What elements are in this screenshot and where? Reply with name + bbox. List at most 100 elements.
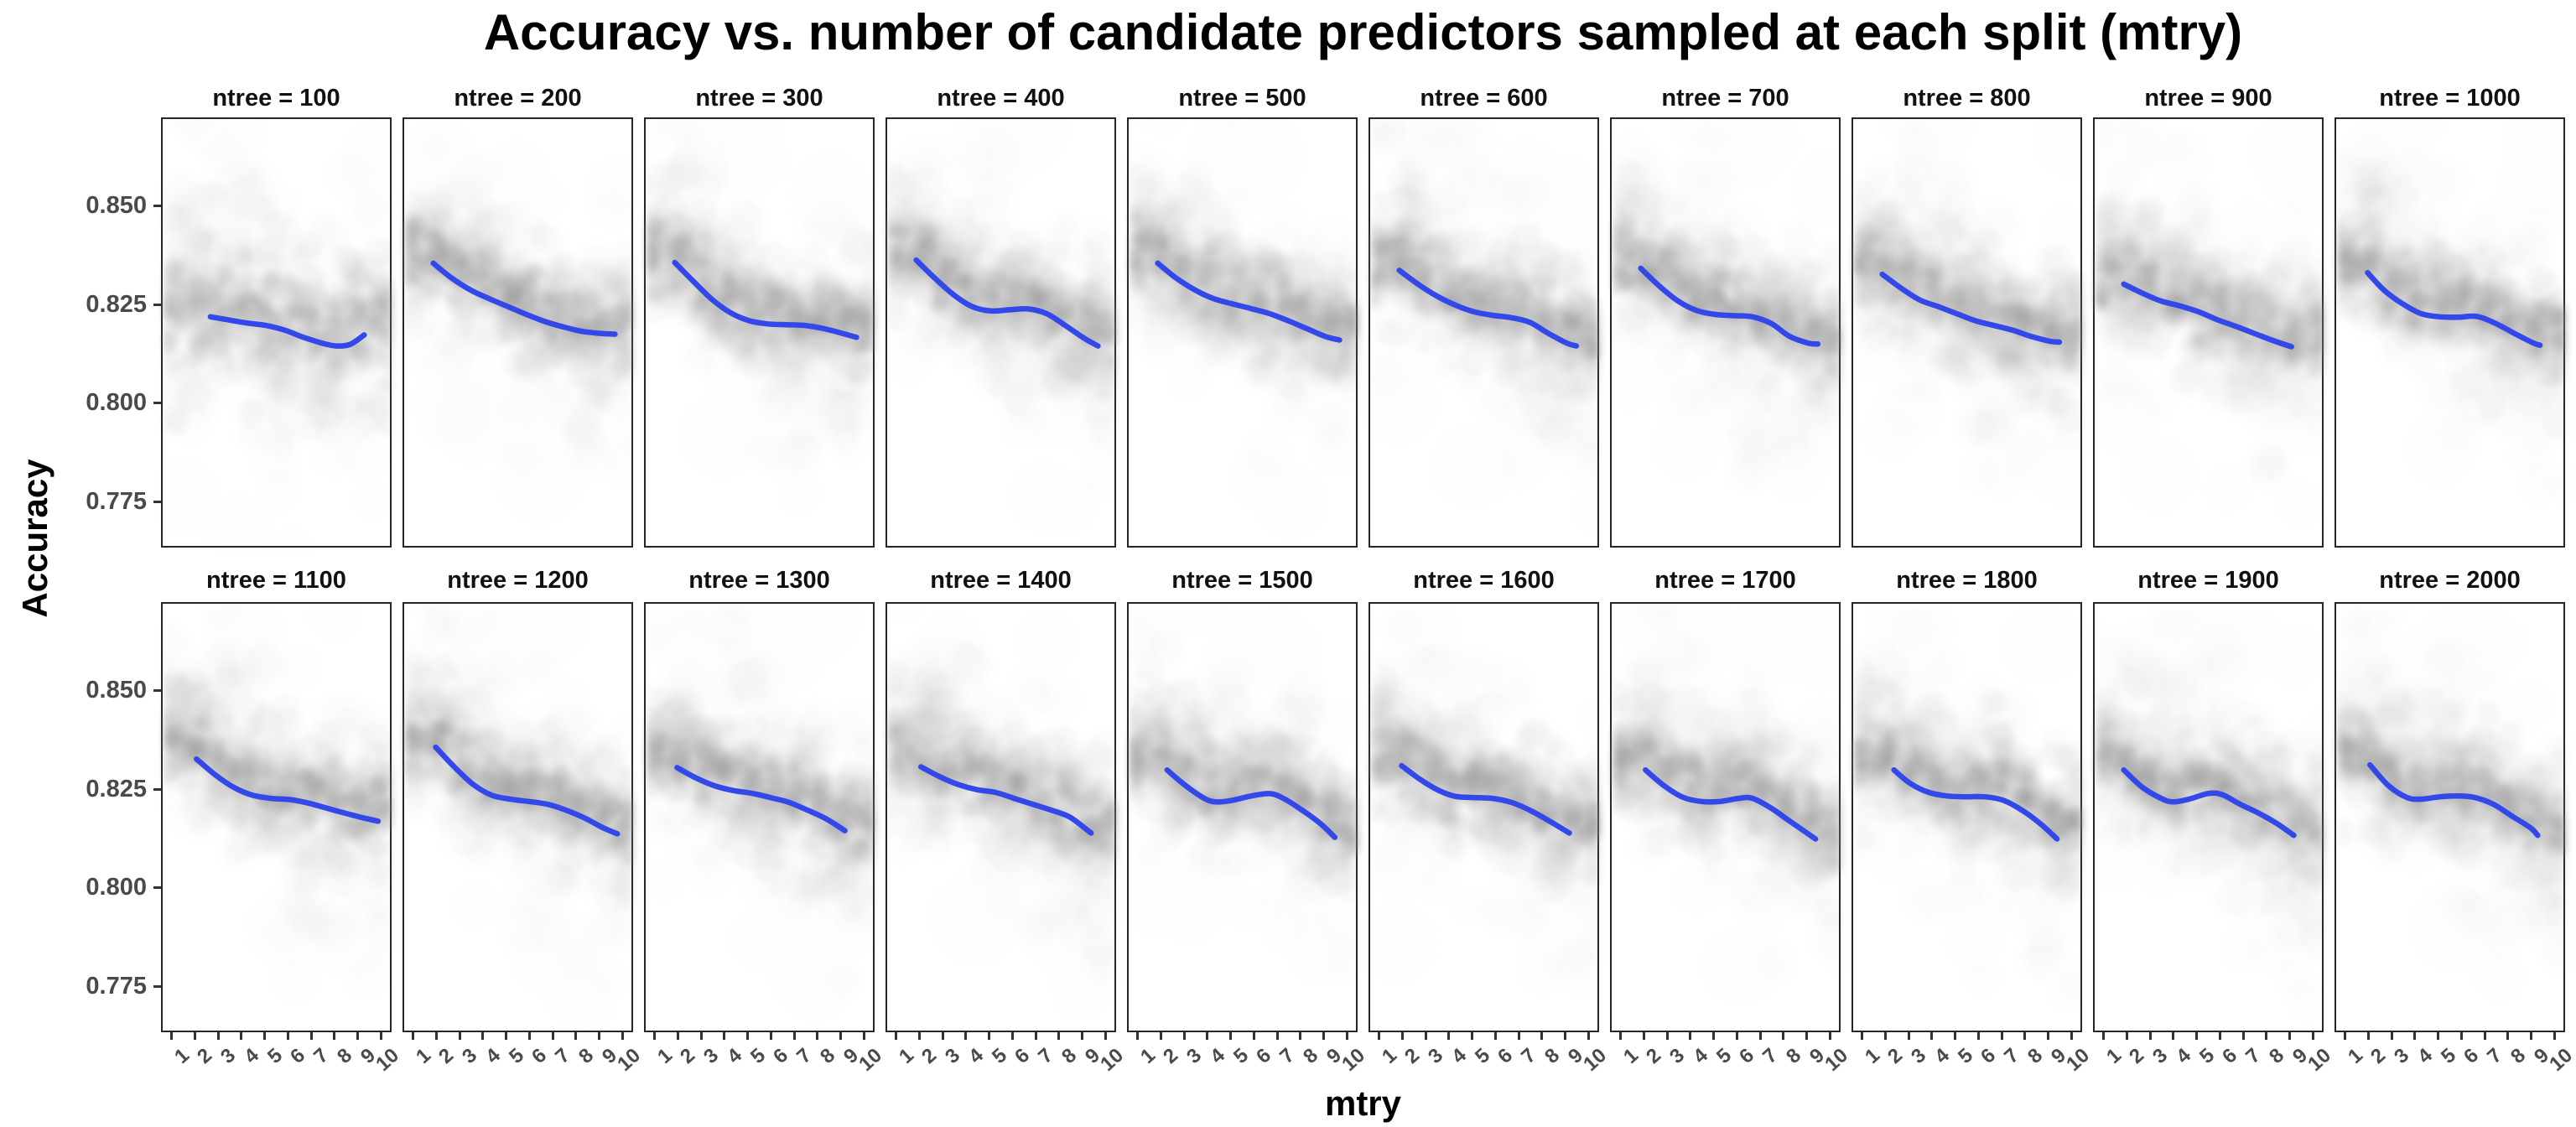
y-tick-label: 0.775 (86, 972, 147, 1000)
x-axis-tick (1493, 1032, 1497, 1040)
x-axis-tick (1619, 1032, 1622, 1040)
x-tick-label: 10 (2061, 1044, 2094, 1076)
y-axis-tick (153, 984, 161, 988)
y-axis-tick (153, 787, 161, 791)
x-tick-label: 5 (1953, 1044, 1977, 1069)
facet-panel (1852, 602, 2084, 1034)
facet-strip-label: ntree = 200 (454, 85, 582, 112)
x-axis-tick (2312, 1032, 2314, 1040)
facet-strip-label: ntree = 1300 (688, 567, 830, 594)
x-axis-tick (2437, 1032, 2440, 1040)
x-tick-label: 10 (1578, 1044, 1611, 1076)
x-axis-tick (2553, 1032, 2556, 1040)
smooth-line (918, 764, 1094, 836)
x-tick-label: 6 (1493, 1044, 1518, 1069)
x-axis-tick (2241, 1032, 2245, 1040)
x-tick-label: 10 (612, 1044, 645, 1076)
x-axis-tick (1976, 1032, 1980, 1040)
x-tick-label: 3 (1907, 1044, 1931, 1069)
point-cloud-canvas (2336, 604, 2567, 1034)
x-axis-tick (621, 1032, 624, 1040)
smooth-line (1891, 766, 2060, 842)
smooth-line (433, 744, 621, 837)
x-tick-label: 8 (574, 1044, 599, 1069)
x-axis-tick (1424, 1032, 1427, 1040)
x-tick-label: 2 (193, 1044, 217, 1069)
facet-panel (2334, 117, 2567, 549)
x-axis-tick (216, 1032, 220, 1040)
point-cloud-canvas (1370, 604, 1601, 1034)
x-axis-tick (1829, 1032, 1831, 1040)
x-axis-tick (1471, 1032, 1474, 1040)
y-axis-tick (153, 886, 161, 890)
x-axis-tick (792, 1032, 796, 1040)
x-axis-tick (1861, 1032, 1863, 1040)
x-tick-label: 8 (2023, 1044, 2048, 1069)
x-axis-tick (2172, 1032, 2175, 1040)
x-axis-tick (1805, 1032, 1809, 1040)
x-axis-tick (839, 1032, 843, 1040)
x-tick-label: 2 (917, 1044, 942, 1069)
x-axis-tick (1299, 1032, 1302, 1040)
x-axis-tick (2070, 1032, 2073, 1040)
y-axis-tick (153, 689, 161, 693)
facet-panel (2334, 602, 2567, 1034)
x-tick-label: 6 (1010, 1044, 1035, 1069)
x-axis-tick (964, 1032, 968, 1040)
x-axis-tick (574, 1032, 578, 1040)
x-tick-label: 1 (1860, 1044, 1884, 1069)
x-tick-label: 7 (2000, 1044, 2024, 1069)
x-tick-label: 10 (1095, 1044, 1128, 1076)
x-tick-label: 7 (1034, 1044, 1058, 1069)
x-tick-label: 5 (1711, 1044, 1736, 1069)
facet-strip-label: ntree = 1800 (1896, 567, 2038, 594)
facet-panel (1127, 602, 1359, 1034)
x-tick-label: 7 (1517, 1044, 1541, 1069)
x-tick-label: 6 (2218, 1044, 2242, 1069)
x-axis-tick (2000, 1032, 2003, 1040)
x-tick-label: 5 (2436, 1044, 2460, 1069)
x-axis-tick (2413, 1032, 2417, 1040)
x-tick-label: 6 (1976, 1044, 2001, 1069)
x-axis-tick (309, 1032, 313, 1040)
smooth-line (2367, 761, 2541, 839)
facet-strip-label: ntree = 1900 (2137, 567, 2279, 594)
x-axis-tick (1400, 1032, 1404, 1040)
x-axis-tick (1758, 1032, 1762, 1040)
x-axis-tick (723, 1032, 726, 1040)
facet-strip-label: ntree = 1200 (447, 567, 589, 594)
x-axis-tick (1346, 1032, 1348, 1040)
x-axis-tick (2459, 1032, 2463, 1040)
x-axis-tick (2506, 1032, 2510, 1040)
x-axis-tick (895, 1032, 897, 1040)
x-axis-tick (1322, 1032, 1326, 1040)
x-tick-label: 5 (745, 1044, 770, 1069)
facet-panel (402, 117, 635, 549)
x-axis-tick (434, 1032, 438, 1040)
y-tick-label: 0.825 (86, 290, 147, 318)
facet-strip-label: ntree = 600 (1420, 85, 1548, 112)
point-cloud-canvas (1129, 604, 1359, 1034)
x-axis-tick (676, 1032, 679, 1040)
smooth-line (1155, 260, 1343, 343)
facet-strip-label: ntree = 1400 (930, 567, 1072, 594)
facet-panel (161, 117, 393, 549)
x-tick-label: 10 (2303, 1044, 2335, 1076)
plot-title: Accuracy vs. number of candidate predict… (483, 4, 2243, 60)
x-tick-label: 6 (1252, 1044, 1276, 1069)
x-axis-tick (263, 1032, 267, 1040)
smooth-line (1396, 267, 1580, 349)
point-cloud-canvas (1370, 119, 1601, 549)
x-axis-tick (505, 1032, 508, 1040)
x-tick-label: 8 (1782, 1044, 1806, 1069)
x-axis-tick (458, 1032, 461, 1040)
x-axis-tick (333, 1032, 336, 1040)
x-tick-label: 3 (1665, 1044, 1690, 1069)
x-axis-tick (1206, 1032, 1209, 1040)
x-tick-label: 7 (792, 1044, 817, 1069)
point-cloud-canvas (887, 604, 1118, 1034)
x-tick-label: 7 (1758, 1044, 1783, 1069)
smooth-line (1879, 271, 2063, 345)
x-axis-tick (1540, 1032, 1544, 1040)
